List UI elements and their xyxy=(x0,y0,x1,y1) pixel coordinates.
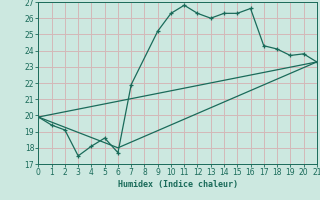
X-axis label: Humidex (Indice chaleur): Humidex (Indice chaleur) xyxy=(118,180,238,189)
